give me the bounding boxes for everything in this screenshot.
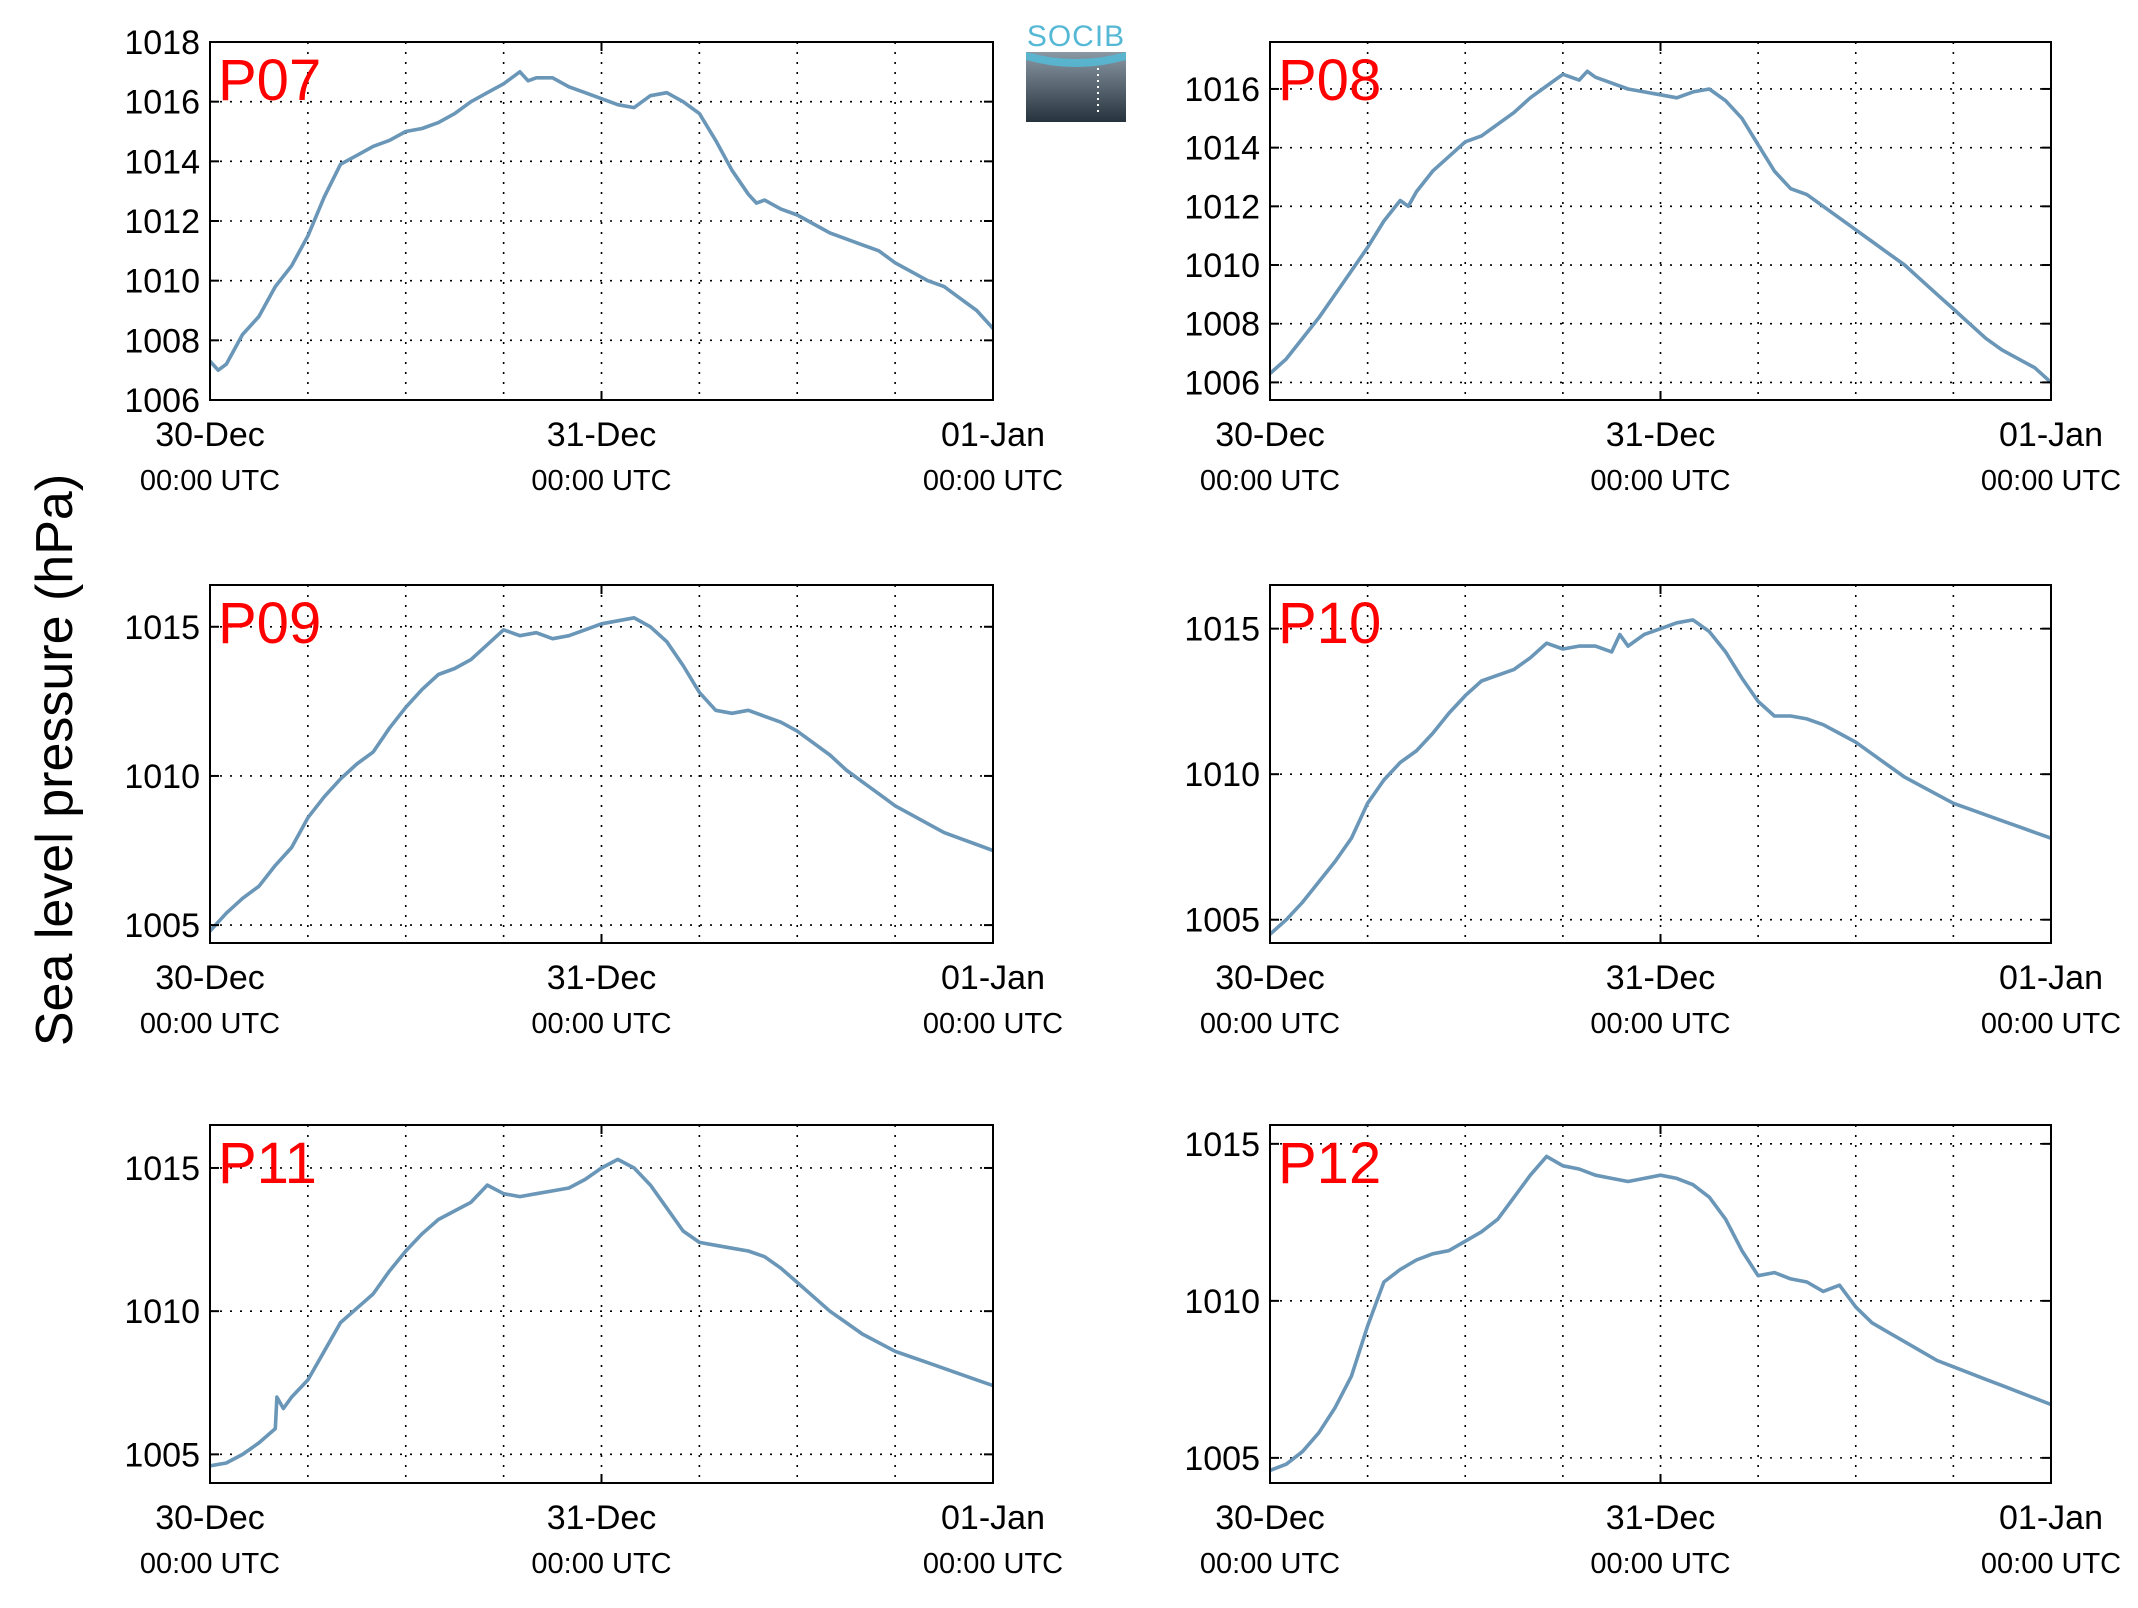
y-tick-label: 1012 bbox=[124, 203, 200, 241]
chart-panel-2: 1006 1008 1010 1012 1014 1016 30-Dec 00:00 UTC 3… bbox=[1184, 41, 2121, 497]
y-tick-label: 1008 bbox=[1184, 306, 1260, 344]
series-line bbox=[210, 615, 993, 933]
plot-frame bbox=[1269, 1124, 2052, 1484]
plot-frame bbox=[209, 584, 994, 944]
y-tick-label: 1005 bbox=[124, 1436, 200, 1474]
y-tick-label: 1008 bbox=[124, 322, 200, 360]
y-axis-label: Sea level pressure (hPa) bbox=[26, 474, 84, 1046]
plot-frame bbox=[209, 1124, 994, 1484]
y-tick-label: 1010 bbox=[1184, 1283, 1260, 1321]
x-tick-sublabel: 00:00 UTC bbox=[1590, 1008, 1730, 1040]
y-tick-label: 1005 bbox=[1184, 1440, 1260, 1478]
x-tick-label: 01-Jan bbox=[941, 959, 1045, 997]
socib-logo-wave bbox=[1026, 52, 1126, 67]
x-tick-label: 01-Jan bbox=[941, 1499, 1045, 1537]
y-tick-label: 1014 bbox=[124, 143, 200, 181]
x-tick-label: 30-Dec bbox=[155, 959, 265, 997]
y-tick-label: 1005 bbox=[1184, 902, 1260, 940]
panel-label: P09 bbox=[218, 591, 321, 656]
y-tick-label: 1014 bbox=[1184, 130, 1260, 168]
x-tick-sublabel: 00:00 UTC bbox=[1200, 1548, 1340, 1580]
y-tick-label: 1010 bbox=[124, 758, 200, 796]
panel-label: P08 bbox=[1278, 48, 1381, 113]
y-tick-label: 1016 bbox=[1184, 71, 1260, 109]
x-tick-sublabel: 00:00 UTC bbox=[1590, 1548, 1730, 1580]
panel-label: P07 bbox=[218, 48, 321, 113]
x-tick-sublabel: 00:00 UTC bbox=[923, 465, 1063, 497]
y-tick-label: 1010 bbox=[1184, 756, 1260, 794]
y-tick-label: 1015 bbox=[124, 1150, 200, 1188]
panel-label: P12 bbox=[1278, 1131, 1381, 1196]
socib-logo: SOCIB bbox=[1026, 20, 1126, 122]
x-tick-label: 01-Jan bbox=[1999, 959, 2103, 997]
y-tick-label: 1015 bbox=[1184, 1126, 1260, 1164]
x-tick-sublabel: 00:00 UTC bbox=[1981, 1008, 2121, 1040]
series-line bbox=[1270, 69, 2051, 385]
y-tick-label: 1010 bbox=[124, 1293, 200, 1331]
panels: 1006 1008 1010 1012 1014 1016 1018 30-Dec 00:00 … bbox=[124, 24, 2121, 1580]
x-tick-label: 30-Dec bbox=[1215, 959, 1325, 997]
y-tick-label: 1015 bbox=[124, 609, 200, 647]
x-tick-label: 31-Dec bbox=[547, 416, 657, 454]
x-tick-label: 31-Dec bbox=[1606, 1499, 1716, 1537]
y-tick-label: 1012 bbox=[1184, 188, 1260, 226]
x-tick-label: 30-Dec bbox=[155, 1499, 265, 1537]
x-tick-label: 01-Jan bbox=[1999, 416, 2103, 454]
x-tick-label: 30-Dec bbox=[1215, 416, 1325, 454]
x-tick-sublabel: 00:00 UTC bbox=[923, 1548, 1063, 1580]
x-tick-sublabel: 00:00 UTC bbox=[140, 465, 280, 497]
x-tick-label: 31-Dec bbox=[547, 959, 657, 997]
x-tick-sublabel: 00:00 UTC bbox=[531, 465, 671, 497]
x-tick-sublabel: 00:00 UTC bbox=[1200, 465, 1340, 497]
chart-panel-4: 1005 1010 1015 30-Dec 00:00 UTC 31-Dec 00:00 U… bbox=[1184, 584, 2121, 1040]
series-line bbox=[210, 70, 993, 373]
plot-frame bbox=[1269, 584, 2052, 944]
series-line bbox=[1270, 1154, 2051, 1473]
x-tick-sublabel: 00:00 UTC bbox=[531, 1548, 671, 1580]
panel-label: P10 bbox=[1278, 591, 1381, 656]
x-tick-sublabel: 00:00 UTC bbox=[531, 1008, 671, 1040]
x-tick-label: 30-Dec bbox=[1215, 1499, 1325, 1537]
x-tick-label: 01-Jan bbox=[941, 416, 1045, 454]
y-tick-label: 1010 bbox=[1184, 247, 1260, 285]
y-tick-label: 1006 bbox=[1184, 364, 1260, 402]
chart-panel-1: 1006 1008 1010 1012 1014 1016 1018 30-Dec 00:00 … bbox=[124, 24, 1063, 497]
x-tick-label: 31-Dec bbox=[547, 1499, 657, 1537]
panel-label: P11 bbox=[218, 1131, 317, 1196]
socib-logo-text: SOCIB bbox=[1027, 20, 1125, 53]
x-tick-sublabel: 00:00 UTC bbox=[1981, 1548, 2121, 1580]
chart-panel-6: 1005 1010 1015 30-Dec 00:00 UTC 31-Dec 00:00 U… bbox=[1184, 1124, 2121, 1580]
x-tick-sublabel: 00:00 UTC bbox=[140, 1548, 280, 1580]
y-tick-label: 1005 bbox=[124, 907, 200, 945]
x-tick-sublabel: 00:00 UTC bbox=[1590, 465, 1730, 497]
series-line bbox=[1270, 618, 2051, 937]
y-tick-label: 1015 bbox=[1184, 611, 1260, 649]
x-tick-label: 31-Dec bbox=[1606, 959, 1716, 997]
chart-panel-3: 1005 1010 1015 30-Dec 00:00 UTC 31-Dec 00:00 U… bbox=[124, 584, 1063, 1040]
y-tick-label: 1010 bbox=[124, 263, 200, 301]
y-tick-label: 1006 bbox=[124, 382, 200, 420]
y-tick-label: 1016 bbox=[124, 84, 200, 122]
x-tick-sublabel: 00:00 UTC bbox=[1981, 465, 2121, 497]
x-tick-sublabel: 00:00 UTC bbox=[140, 1008, 280, 1040]
x-tick-label: 31-Dec bbox=[1606, 416, 1716, 454]
series-line bbox=[210, 1157, 993, 1468]
y-tick-label: 1018 bbox=[124, 24, 200, 62]
x-tick-label: 01-Jan bbox=[1999, 1499, 2103, 1537]
x-tick-label: 30-Dec bbox=[155, 416, 265, 454]
chart-panel-5: 1005 1010 1015 30-Dec 00:00 UTC 31-Dec 00:00 U… bbox=[124, 1124, 1063, 1580]
x-tick-sublabel: 00:00 UTC bbox=[923, 1008, 1063, 1040]
x-tick-sublabel: 00:00 UTC bbox=[1200, 1008, 1340, 1040]
